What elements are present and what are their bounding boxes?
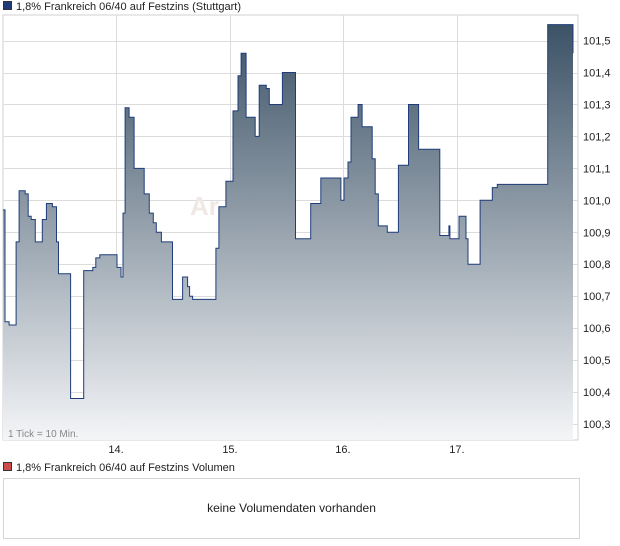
y-tick-label: 100,6	[583, 323, 611, 335]
watermark: Ar	[190, 191, 219, 221]
volume-series-swatch	[3, 462, 12, 471]
y-tick-label: 100,4	[583, 387, 611, 399]
x-tick-label: 15.	[222, 444, 237, 456]
y-tick-label: 101,2	[583, 131, 611, 143]
tick-interval-note: 1 Tick = 10 Min.	[8, 429, 78, 440]
y-tick-label: 100,9	[583, 227, 611, 239]
y-tick-label: 101,1	[583, 163, 611, 175]
price-legend-label: 1,8% Frankreich 06/40 auf Festzins (Stut…	[16, 1, 241, 13]
price-area	[3, 24, 573, 440]
y-tick-label: 101,3	[583, 99, 611, 111]
volume-panel: keine Volumendaten vorhanden	[3, 478, 580, 539]
price-chart: Ar 100,3 100,4 100,5 100,6 100,7 100,8 100,9 101…	[2, 14, 611, 456]
no-volume-data-message: keine Volumendaten vorhanden	[207, 501, 376, 515]
y-tick-label: 101,5	[583, 36, 611, 48]
y-tick-label: 101,4	[583, 68, 611, 80]
x-tick-label: 17.	[449, 444, 464, 456]
y-tick-label: 101,0	[583, 195, 611, 207]
price-series-swatch	[3, 1, 12, 10]
x-tick-label: 16.	[335, 444, 350, 456]
price-legend: 1,8% Frankreich 06/40 auf Festzins (Stut…	[3, 1, 241, 13]
y-tick-label: 100,5	[583, 355, 611, 367]
y-tick-label: 100,8	[583, 259, 611, 271]
volume-legend: 1,8% Frankreich 06/40 auf Festzins Volum…	[3, 462, 235, 474]
volume-legend-label: 1,8% Frankreich 06/40 auf Festzins Volum…	[16, 462, 235, 474]
price-line	[3, 24, 574, 399]
y-tick-label: 100,7	[583, 291, 611, 303]
y-tick-label: 100,3	[583, 419, 611, 431]
x-tick-label: 14.	[108, 444, 123, 456]
